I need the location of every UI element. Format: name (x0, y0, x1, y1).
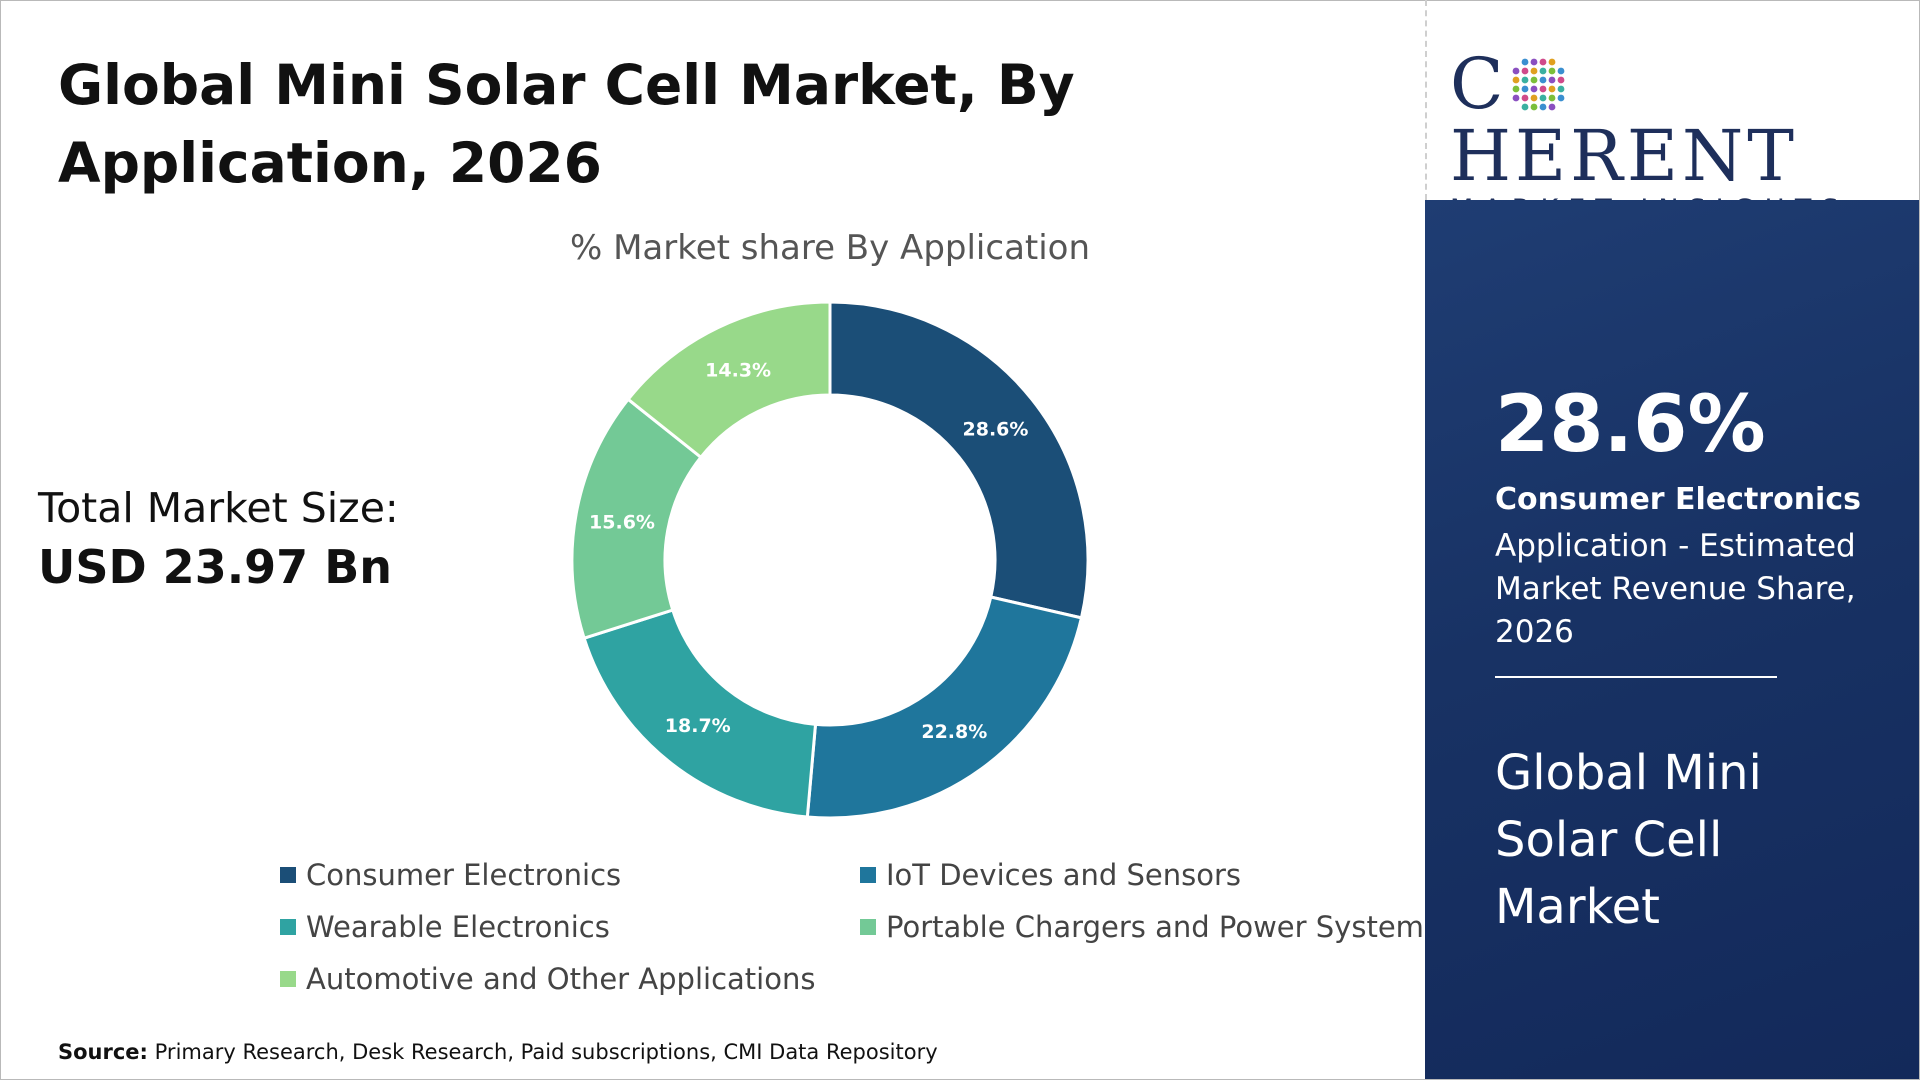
total-market-size-value: USD 23.97 Bn (38, 540, 393, 594)
logo-dot (1521, 85, 1528, 93)
legend-item-automotive-and-other: Automotive and Other Applications (280, 962, 815, 996)
legend-item-iot-devices-and-sensors: IoT Devices and Sensors (860, 858, 1241, 892)
logo-dot (1557, 76, 1564, 84)
logo-dot (1548, 76, 1555, 84)
legend-item-portable-chargers: Portable Chargers and Power Systems (860, 910, 1439, 944)
source-note: Source: Primary Research, Desk Research,… (58, 1040, 938, 1064)
donut-slice-wearable-electronics (582, 608, 818, 819)
logo-dot (1548, 67, 1555, 75)
logo-dot (1530, 67, 1537, 75)
logo-dot (1521, 58, 1528, 66)
donut-slice-automotive-and-other-applications (626, 300, 832, 460)
logo-dot (1512, 76, 1519, 84)
legend-label: Consumer Electronics (306, 858, 622, 892)
page-title: Global Mini Solar Cell Market, By Applic… (58, 53, 1075, 195)
logo-dot (1548, 94, 1555, 102)
logo-dot (1548, 103, 1555, 111)
logo-dot (1512, 85, 1519, 93)
logo-dot (1539, 67, 1546, 75)
logo-dot (1530, 58, 1537, 66)
logo-dot (1521, 94, 1528, 102)
logo-dot (1539, 103, 1546, 111)
logo-dot (1539, 94, 1546, 102)
donut-data-label: 22.8% (921, 721, 987, 743)
highlight-divider (1495, 676, 1777, 678)
globe-dots-icon (1512, 58, 1564, 111)
source-label: Source: (58, 1040, 148, 1064)
highlight-market-name: Global Mini Solar Cell Market (1495, 745, 1762, 935)
legend-label: Automotive and Other Applications (306, 962, 816, 996)
logo-dot (1512, 94, 1519, 102)
logo-dot (1521, 76, 1528, 84)
logo-dot (1557, 85, 1564, 93)
legend-label: Portable Chargers and Power Systems (886, 910, 1440, 944)
legend-label: IoT Devices and Sensors (886, 858, 1242, 892)
legend-swatch (280, 919, 296, 935)
logo-dot (1557, 67, 1564, 75)
total-market-size-label: Total Market Size: (38, 484, 399, 532)
coherent-market-insights-logo: C HERENT MARKET INSIGHTS (1450, 48, 1900, 225)
highlight-share-value: 28.6% (1495, 380, 1766, 470)
logo-dot (1530, 76, 1537, 84)
donut-data-label: 15.6% (589, 512, 655, 534)
legend-swatch (860, 919, 876, 935)
donut-slice-consumer-electronics (828, 300, 1090, 620)
logo-dot (1521, 103, 1528, 111)
legend-item-wearable-electronics: Wearable Electronics (280, 910, 610, 944)
donut-data-label: 14.3% (705, 359, 771, 381)
legend-label: Wearable Electronics (306, 910, 610, 944)
logo-dot (1548, 85, 1555, 93)
highlight-description: Application - Estimated Market Revenue S… (1495, 528, 1856, 650)
logo-dot (1557, 94, 1564, 102)
logo-dot (1512, 67, 1519, 75)
legend-swatch (280, 971, 296, 987)
legend-item-consumer-electronics: Consumer Electronics (280, 858, 621, 892)
logo-dot (1548, 58, 1555, 66)
legend-swatch (860, 867, 876, 883)
logo-dot (1530, 103, 1537, 111)
highlight-category: Consumer Electronics (1495, 482, 1861, 517)
logo-dot (1521, 67, 1528, 75)
donut-slice-iot-devices-and-sensors (805, 595, 1084, 820)
donut-data-label: 28.6% (963, 418, 1029, 440)
highlight-panel: 28.6% Consumer Electronics Application -… (1425, 200, 1919, 1079)
donut-chart: 28.6% 22.8% 18.7% 15.6% 14.3% (570, 300, 1090, 820)
logo-wordmark: C HERENT (1450, 48, 1900, 192)
logo-dot (1539, 76, 1546, 84)
legend-swatch (280, 867, 296, 883)
logo-dot (1539, 58, 1546, 66)
chart-title: % Market share By Application (569, 228, 1091, 268)
logo-divider (1425, 0, 1427, 200)
source-text: Primary Research, Desk Research, Paid su… (154, 1040, 938, 1064)
donut-data-label: 18.7% (665, 715, 731, 737)
logo-dot (1530, 94, 1537, 102)
logo-letters-herent: HERENT (1450, 115, 1798, 197)
logo-letter-c: C (1450, 43, 1508, 125)
logo-dot (1530, 85, 1537, 93)
logo-dot (1539, 85, 1546, 93)
